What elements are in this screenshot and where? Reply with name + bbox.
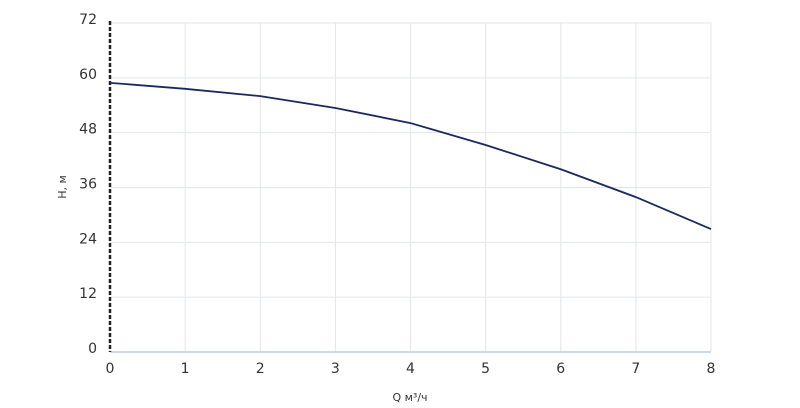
line	[109, 81, 712, 230]
x-tick-label: 4	[406, 361, 415, 377]
x-axis-label: Q м³/ч	[392, 391, 427, 404]
x-tick-label: 8	[707, 361, 716, 377]
y-tick-label: 72	[79, 12, 97, 28]
y-tick-label: 36	[79, 177, 97, 193]
y-axis-label: H, м	[56, 175, 69, 199]
x-tick-label: 3	[331, 361, 340, 377]
x-tick-label: 1	[181, 361, 190, 377]
y-tick-label: 60	[79, 67, 97, 83]
x-tick-label: 0	[106, 361, 115, 377]
x-tick-label: 6	[556, 361, 565, 377]
y-tick-label: 12	[79, 286, 97, 302]
x-tick-label: 2	[256, 361, 265, 377]
y-tick-label: 24	[79, 231, 97, 247]
x-tick-label: 5	[481, 361, 490, 377]
y-tick-label: 0	[88, 341, 97, 357]
y-tick-label: 48	[79, 122, 97, 138]
x-tick-label: 7	[631, 361, 640, 377]
